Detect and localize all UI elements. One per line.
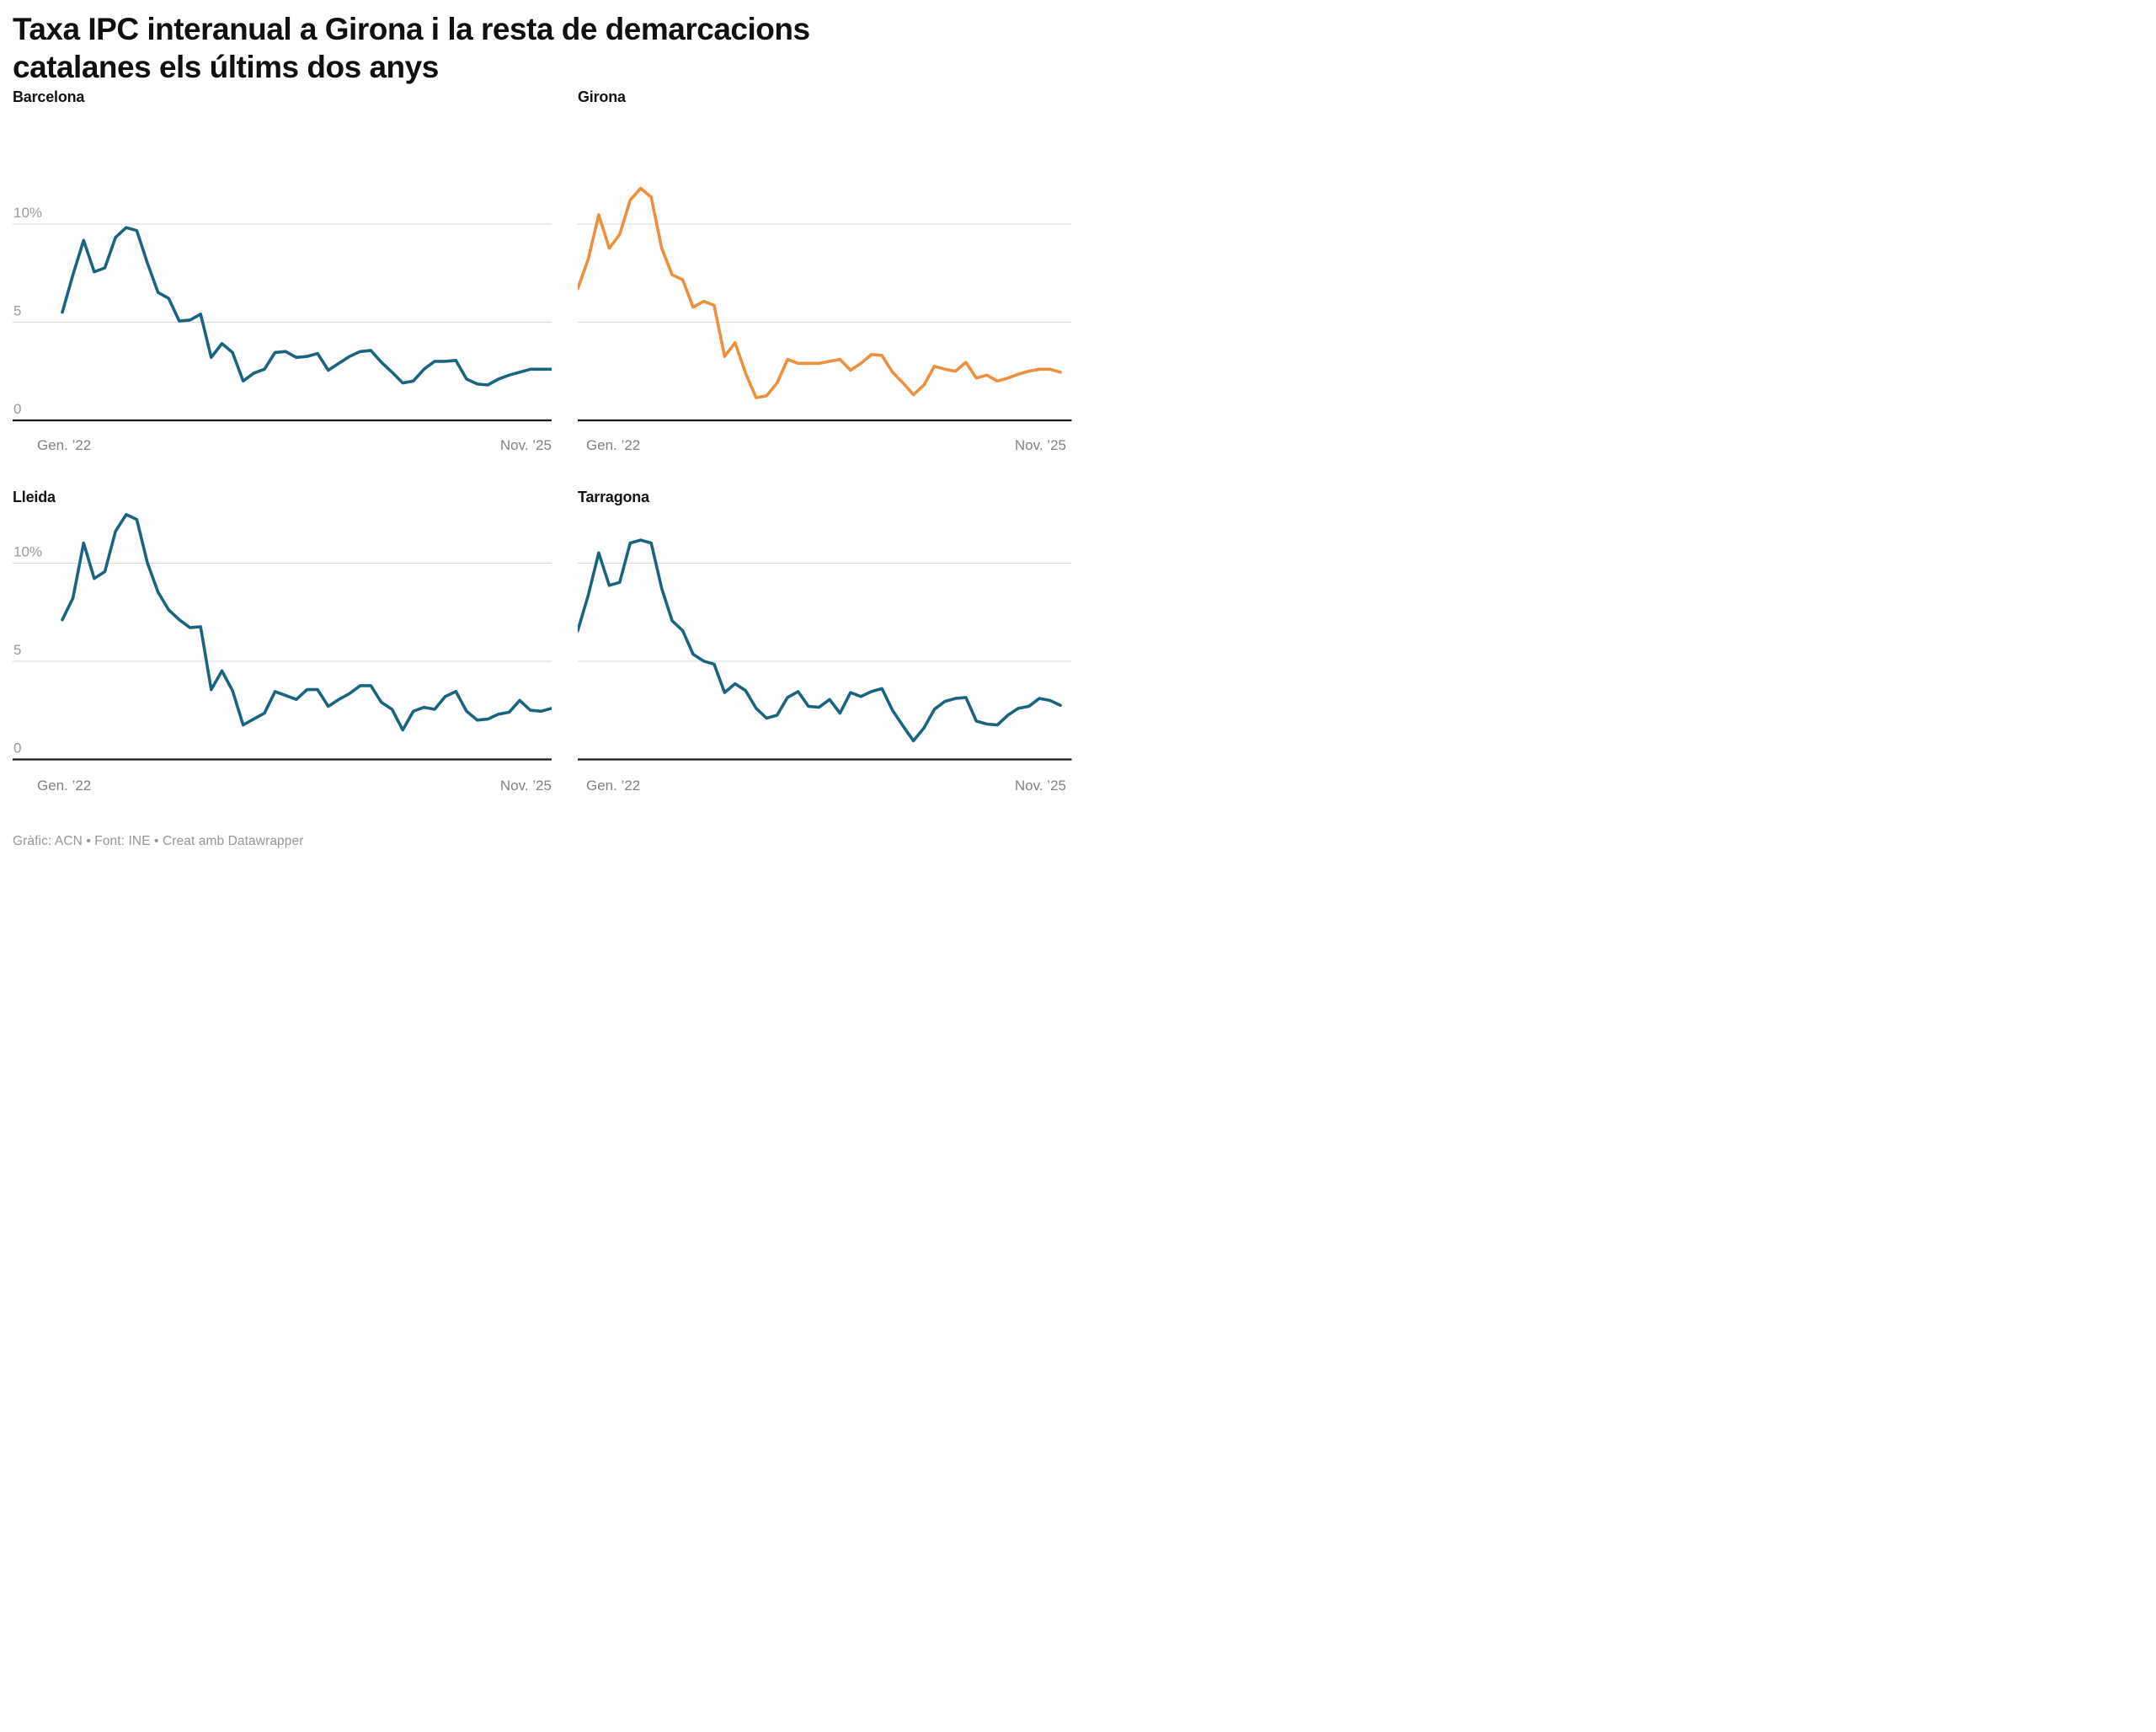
chart-panel-girona: Girona Gen. ’22 Nov. ’25 xyxy=(578,88,1078,462)
y-tick-label-10: 10% xyxy=(13,544,42,560)
chart-panel-tarragona: Tarragona Gen. ’22 Nov. ’25 xyxy=(578,462,1078,805)
page-title: Taxa IPC interanual a Girona i la resta … xyxy=(13,10,1065,86)
x-tick-label-last: Nov. ’25 xyxy=(1015,778,1066,794)
line-chart-tarragona: Gen. ’22 Nov. ’25 xyxy=(578,538,1072,794)
panel-title-tarragona: Tarragona xyxy=(578,489,649,505)
y-tick-label-5: 5 xyxy=(13,642,21,658)
line-chart-lleida: 10% 5 0 Gen. ’22 Nov. ’25 xyxy=(13,513,552,794)
line-series-lleida xyxy=(61,513,552,732)
line-chart-barcelona: 10% 5 0 Gen. ’22 Nov. ’25 xyxy=(13,205,552,453)
chart-container: Taxa IPC interanual a Girona i la resta … xyxy=(0,10,1078,849)
x-tick-label-first: Gen. ’22 xyxy=(586,437,640,453)
line-chart-girona: Gen. ’22 Nov. ’25 xyxy=(578,186,1072,453)
x-tick-label-last: Nov. ’25 xyxy=(500,437,552,453)
x-tick-label-first: Gen. ’22 xyxy=(37,778,91,794)
x-tick-label-first: Gen. ’22 xyxy=(37,437,91,453)
panel-title-barcelona: Barcelona xyxy=(13,88,85,105)
x-tick-label-last: Nov. ’25 xyxy=(500,778,552,794)
line-series-tarragona xyxy=(578,538,1062,743)
chart-panel-lleida: Lleida 10% 5 0 Gen. ’22 Nov. ’25 xyxy=(13,462,552,805)
panel-title-lleida: Lleida xyxy=(13,489,56,505)
panel-title-girona: Girona xyxy=(578,88,626,105)
attribution-footer: Gràfic: ACN • Font: INE • Creat amb Data… xyxy=(13,834,304,848)
chart-panel-barcelona: Barcelona 10% 5 0 Gen. ’22 Nov. ’25 xyxy=(13,88,552,462)
small-multiples-grid: Barcelona 10% 5 0 Gen. ’22 Nov. ’25 Girona G… xyxy=(13,88,1072,805)
y-tick-label-0: 0 xyxy=(13,401,21,417)
line-series-girona xyxy=(578,186,1062,399)
x-tick-label-first: Gen. ’22 xyxy=(586,778,640,794)
y-tick-label-0: 0 xyxy=(13,740,21,756)
y-tick-label-10: 10% xyxy=(13,205,42,221)
y-tick-label-5: 5 xyxy=(13,303,21,319)
x-tick-label-last: Nov. ’25 xyxy=(1015,437,1066,453)
title-line-1: Taxa IPC interanual a Girona i la resta … xyxy=(13,12,810,46)
line-series-barcelona xyxy=(61,226,552,387)
title-line-2: catalanes els últims dos anys xyxy=(13,50,439,84)
